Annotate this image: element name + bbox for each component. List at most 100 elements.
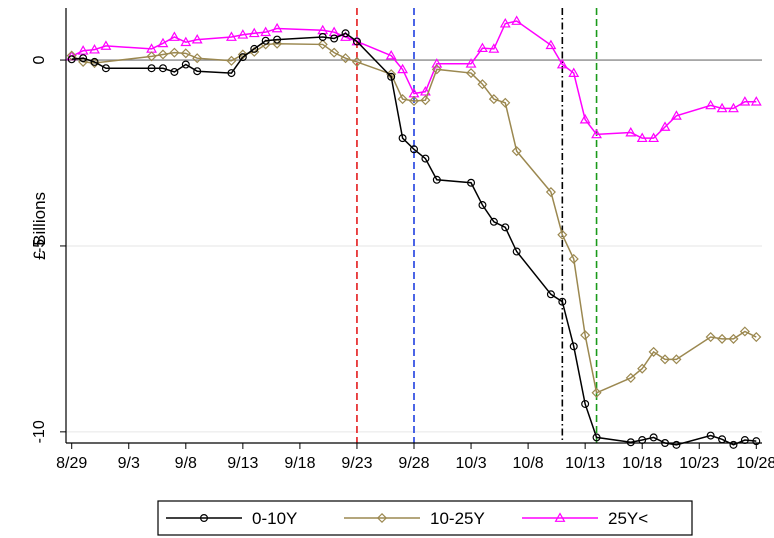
y-tick-label: 0	[31, 56, 48, 65]
data-point	[545, 186, 556, 198]
data-point	[705, 99, 717, 110]
data-point	[466, 68, 477, 79]
data-point	[672, 440, 681, 449]
data-point	[661, 439, 670, 448]
data-point	[101, 64, 110, 73]
x-tick-label: 10/23	[679, 455, 719, 472]
x-tick-label: 9/23	[341, 455, 372, 472]
x-tick-label: 9/28	[398, 455, 429, 472]
data-point	[317, 39, 328, 50]
data-point	[192, 53, 203, 64]
data-point	[659, 121, 671, 131]
data-point	[477, 42, 488, 53]
data-point	[421, 154, 430, 163]
data-point	[717, 333, 728, 344]
data-point	[431, 64, 442, 75]
data-point	[648, 346, 659, 357]
data-point	[169, 47, 180, 58]
data-point	[410, 145, 419, 154]
data-point	[511, 146, 522, 157]
data-point	[569, 342, 578, 351]
data-point	[432, 175, 441, 184]
data-point	[568, 67, 580, 77]
data-point	[648, 132, 660, 143]
data-point	[488, 94, 499, 105]
data-point	[157, 37, 169, 48]
data-point	[638, 436, 647, 445]
data-point	[512, 247, 521, 256]
data-point	[261, 36, 270, 45]
series-line	[71, 20, 757, 139]
x-tick-label: 8/29	[56, 455, 87, 472]
data-point	[718, 435, 727, 444]
data-point	[408, 95, 420, 106]
data-point	[181, 60, 190, 69]
data-point	[511, 15, 523, 25]
data-point	[90, 57, 99, 66]
x-tick-label: 9/13	[227, 455, 258, 472]
data-point	[739, 326, 750, 337]
data-point	[739, 96, 751, 106]
data-point	[625, 372, 636, 383]
data-point	[397, 63, 409, 74]
data-point	[376, 512, 388, 524]
legend-label: 10-25Y	[430, 509, 485, 528]
data-point	[200, 513, 209, 522]
data-point	[545, 39, 557, 50]
data-point	[706, 431, 715, 440]
data-point	[556, 58, 568, 69]
data-point	[100, 40, 112, 50]
data-point	[271, 22, 283, 33]
x-tick-label: 10/8	[513, 455, 544, 472]
data-point	[581, 399, 590, 408]
data-point	[579, 113, 591, 124]
data-point	[750, 96, 762, 106]
vertical-reference-lines	[356, 8, 598, 443]
data-point	[67, 55, 76, 64]
data-point	[89, 44, 100, 54]
data-point	[420, 95, 431, 106]
x-tick-label: 10/18	[622, 455, 662, 472]
data-point	[147, 64, 156, 73]
x-tick-label: 9/8	[175, 455, 197, 472]
data-point	[226, 55, 237, 66]
data-point	[637, 363, 648, 374]
data-point	[670, 110, 682, 120]
data-point	[716, 102, 728, 113]
data-point	[226, 31, 237, 41]
data-point	[488, 43, 500, 53]
data-point	[180, 48, 191, 59]
series-line	[71, 32, 757, 446]
data-point	[191, 33, 203, 44]
legend-box	[157, 500, 693, 536]
data-point	[636, 132, 648, 143]
legend-item: 0-10Y	[166, 509, 297, 528]
data-point	[238, 53, 247, 62]
legend-item: 25Y<	[522, 509, 648, 528]
data-point	[180, 36, 192, 47]
y-axis-label: £ Billions	[30, 192, 49, 260]
data-point	[659, 354, 671, 365]
data-point	[77, 45, 89, 55]
data-point	[728, 102, 739, 113]
data-point	[477, 79, 488, 90]
data-point	[554, 512, 566, 522]
data-point	[751, 331, 762, 343]
data-point	[352, 37, 361, 46]
series-group	[66, 15, 762, 449]
data-point	[329, 47, 340, 58]
data-point	[330, 34, 339, 43]
data-point	[237, 29, 249, 39]
series-0-10Y	[67, 29, 761, 449]
data-point	[500, 97, 511, 108]
data-point	[146, 51, 157, 62]
data-point	[752, 437, 761, 446]
y-tick-label: -10	[31, 420, 48, 443]
x-tick-label: 9/3	[118, 455, 140, 472]
data-point	[397, 94, 408, 105]
data-point	[250, 44, 259, 53]
data-point	[671, 354, 682, 365]
data-point	[467, 178, 476, 187]
data-point	[248, 27, 260, 38]
